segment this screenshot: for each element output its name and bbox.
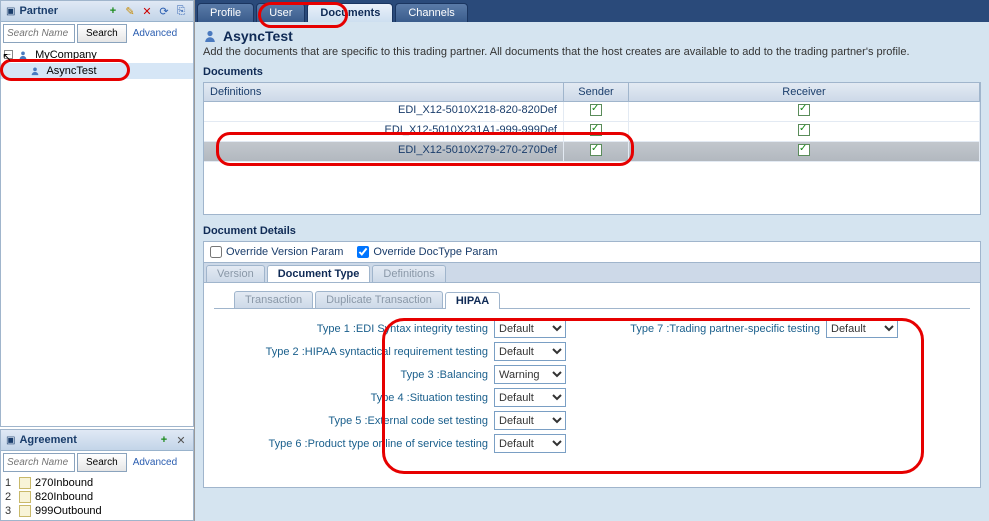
col-sender[interactable]: Sender bbox=[564, 83, 629, 101]
tree-expand-icon[interactable]: − bbox=[4, 50, 13, 59]
tree-root-label: MyCompany bbox=[35, 49, 97, 61]
receiver-checkbox[interactable] bbox=[798, 124, 810, 136]
table-row[interactable]: EDI_X12-5010X218-820-820Def bbox=[204, 102, 980, 122]
agreement-search-button[interactable]: Search bbox=[77, 453, 127, 472]
partner-export-icon[interactable]: ⎘ bbox=[174, 4, 188, 18]
override-row: Override Version Param Override DocType … bbox=[203, 241, 981, 262]
agreement-item-num: 3 bbox=[5, 505, 15, 517]
agreement-item-label: 270Inbound bbox=[35, 477, 93, 489]
hipaa-type2-select[interactable]: Default bbox=[494, 342, 566, 361]
user-icon bbox=[17, 50, 29, 60]
cell-definition: EDI_X12-5010X231A1-999-999Def bbox=[204, 122, 564, 141]
innertab-duplicate[interactable]: Duplicate Transaction bbox=[315, 291, 443, 308]
tree-child-label: AsyncTest bbox=[46, 65, 96, 77]
cell-definition: EDI_X12-5010X218-820-820Def bbox=[204, 102, 564, 121]
partner-search-button[interactable]: Search bbox=[77, 24, 127, 43]
col-definitions[interactable]: Definitions bbox=[204, 83, 564, 101]
subtab-version[interactable]: Version bbox=[206, 265, 265, 282]
partner-collapse-icon[interactable]: ▣ bbox=[6, 6, 15, 17]
override-version-checkbox[interactable] bbox=[210, 246, 222, 258]
partner-edit-icon[interactable]: ✎ bbox=[123, 4, 137, 18]
partner-advanced-link[interactable]: Advanced bbox=[133, 28, 177, 39]
document-icon bbox=[19, 505, 31, 517]
main-tabs: Profile User Documents Channels bbox=[195, 0, 989, 22]
agreement-item[interactable]: 1 270Inbound bbox=[1, 476, 193, 490]
override-version-label[interactable]: Override Version Param bbox=[210, 246, 343, 258]
hipaa-type3-label: Type 3 :Balancing bbox=[234, 369, 494, 381]
partner-title: Partner bbox=[19, 5, 106, 17]
agreement-advanced-link[interactable]: Advanced bbox=[133, 457, 177, 468]
tab-channels[interactable]: Channels bbox=[395, 3, 467, 22]
hipaa-type7-label: Type 7 :Trading partner-specific testing bbox=[606, 323, 826, 335]
agreement-title: Agreement bbox=[19, 434, 157, 446]
agreement-item-label: 999Outbound bbox=[35, 505, 102, 517]
agreement-item[interactable]: 3 999Outbound bbox=[1, 504, 193, 518]
override-doctype-checkbox[interactable] bbox=[357, 246, 369, 258]
agreement-add-icon[interactable]: + bbox=[157, 433, 171, 447]
hipaa-type7-select[interactable]: Default bbox=[826, 319, 898, 338]
hipaa-form: Type 1 :EDI Syntax integrity testing Def… bbox=[214, 309, 970, 477]
agreement-search-input[interactable] bbox=[3, 453, 75, 472]
hipaa-type6-select[interactable]: Default bbox=[494, 434, 566, 453]
partner-search-input[interactable] bbox=[3, 24, 75, 43]
table-row[interactable]: EDI_X12-5010X279-270-270Def bbox=[204, 142, 980, 162]
user-icon bbox=[203, 29, 217, 43]
hipaa-type4-label: Type 4 :Situation testing bbox=[234, 392, 494, 404]
documents-table: Definitions Sender Receiver EDI_X12-5010… bbox=[203, 82, 981, 215]
tab-profile[interactable]: Profile bbox=[197, 3, 254, 22]
subtab-document-type[interactable]: Document Type bbox=[267, 265, 371, 282]
page-desc: Add the documents that are specific to t… bbox=[203, 46, 981, 58]
hipaa-type6-label: Type 6 :Product type or line of service … bbox=[234, 438, 494, 450]
partner-panel: ▣ Partner + ✎ ✕ ⟳ ⎘ Search Advanced − bbox=[0, 0, 194, 427]
tree-item-asynctest[interactable]: AsyncTest bbox=[1, 63, 193, 79]
receiver-checkbox[interactable] bbox=[798, 104, 810, 116]
innertab-hipaa[interactable]: HIPAA bbox=[445, 292, 500, 309]
partner-refresh-icon[interactable]: ⟳ bbox=[157, 4, 171, 18]
agreement-item-label: 820Inbound bbox=[35, 491, 93, 503]
sender-checkbox[interactable] bbox=[590, 104, 602, 116]
tree-item-root[interactable]: − MyCompany bbox=[1, 47, 193, 63]
hipaa-type2-label: Type 2 :HIPAA syntactical requirement te… bbox=[234, 346, 494, 358]
sender-checkbox[interactable] bbox=[590, 124, 602, 136]
documents-heading: Documents bbox=[203, 66, 981, 78]
agreement-item-num: 1 bbox=[5, 477, 15, 489]
agreement-item-num: 2 bbox=[5, 491, 15, 503]
hipaa-type3-select[interactable]: Warning bbox=[494, 365, 566, 384]
receiver-checkbox[interactable] bbox=[798, 144, 810, 156]
agreement-list: 1 270Inbound 2 820Inbound 3 999Outbound bbox=[1, 474, 193, 520]
sender-checkbox[interactable] bbox=[590, 144, 602, 156]
table-row[interactable]: EDI_X12-5010X231A1-999-999Def bbox=[204, 122, 980, 142]
partner-add-icon[interactable]: + bbox=[106, 4, 120, 18]
document-icon bbox=[19, 491, 31, 503]
col-receiver[interactable]: Receiver bbox=[629, 83, 980, 101]
subtab-definitions[interactable]: Definitions bbox=[372, 265, 445, 282]
hipaa-type4-select[interactable]: Default bbox=[494, 388, 566, 407]
document-icon bbox=[19, 477, 31, 489]
partner-delete-icon[interactable]: ✕ bbox=[140, 4, 154, 18]
user-icon bbox=[29, 66, 41, 76]
agreement-collapse-icon[interactable]: ▣ bbox=[6, 435, 15, 446]
agreement-close-icon[interactable]: ✕ bbox=[174, 433, 188, 447]
hipaa-type1-label: Type 1 :EDI Syntax integrity testing bbox=[234, 323, 494, 335]
tab-user[interactable]: User bbox=[256, 3, 305, 22]
sub-tabs: Version Document Type Definitions bbox=[203, 262, 981, 282]
agreement-panel: ▣ Agreement + ✕ Search Advanced 1 270Inb… bbox=[0, 429, 194, 521]
tab-documents[interactable]: Documents bbox=[307, 3, 393, 22]
hipaa-type1-select[interactable]: Default bbox=[494, 319, 566, 338]
inner-tabs: Transaction Duplicate Transaction HIPAA bbox=[214, 289, 970, 309]
details-heading: Document Details bbox=[203, 225, 981, 237]
hipaa-type5-select[interactable]: Default bbox=[494, 411, 566, 430]
hipaa-type5-label: Type 5 :External code set testing bbox=[234, 415, 494, 427]
partner-tree: − MyCompany AsyncTest bbox=[1, 45, 193, 81]
override-doctype-label[interactable]: Override DocType Param bbox=[357, 246, 497, 258]
agreement-item[interactable]: 2 820Inbound bbox=[1, 490, 193, 504]
cell-definition: EDI_X12-5010X279-270-270Def bbox=[204, 142, 564, 161]
innertab-transaction[interactable]: Transaction bbox=[234, 291, 313, 308]
page-title: AsyncTest bbox=[223, 28, 293, 44]
